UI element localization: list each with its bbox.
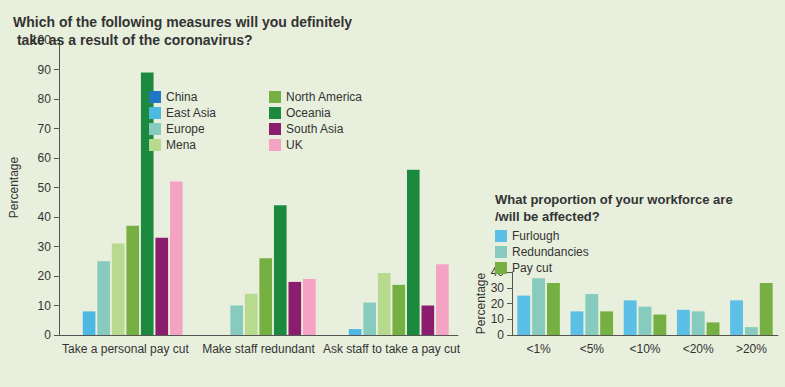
svg-text:China: China bbox=[166, 90, 198, 104]
svg-text:<1%: <1% bbox=[526, 342, 551, 356]
svg-text:South Asia: South Asia bbox=[286, 122, 344, 136]
svg-text:East Asia: East Asia bbox=[166, 106, 216, 120]
svg-text:Furlough: Furlough bbox=[512, 229, 559, 243]
svg-text:20: 20 bbox=[38, 269, 52, 283]
svg-text:<10%: <10% bbox=[629, 342, 660, 356]
svg-text:take as a result of the corona: take as a result of the coronavirus? bbox=[13, 32, 253, 48]
svg-text:20: 20 bbox=[491, 297, 505, 311]
svg-text:10: 10 bbox=[38, 299, 52, 313]
svg-text:30: 30 bbox=[38, 240, 52, 254]
svg-text:Percentage: Percentage bbox=[474, 272, 488, 334]
svg-text:UK: UK bbox=[286, 138, 303, 152]
svg-text:>20%: >20% bbox=[736, 342, 767, 356]
svg-text:Ask staff to take a pay cut: Ask staff to take a pay cut bbox=[323, 342, 461, 356]
svg-text:/will be affected?: /will be affected? bbox=[495, 209, 600, 224]
svg-text:What proportion of your workfo: What proportion of your workforce are bbox=[495, 192, 733, 207]
svg-text:Pay cut: Pay cut bbox=[512, 261, 553, 275]
svg-text:Take a personal pay cut: Take a personal pay cut bbox=[62, 342, 189, 356]
svg-text:<20%: <20% bbox=[683, 342, 714, 356]
svg-text:10: 10 bbox=[491, 312, 505, 326]
svg-text:70: 70 bbox=[38, 122, 52, 136]
svg-text:Mena: Mena bbox=[166, 138, 196, 152]
svg-text:Which of the following measure: Which of the following measures will you… bbox=[13, 14, 352, 30]
svg-text:Redundancies: Redundancies bbox=[512, 245, 589, 259]
svg-text:0: 0 bbox=[497, 328, 504, 342]
svg-text:50: 50 bbox=[38, 181, 52, 195]
svg-text:Europe: Europe bbox=[166, 122, 205, 136]
svg-text:30: 30 bbox=[491, 281, 505, 295]
svg-text:40: 40 bbox=[38, 210, 52, 224]
svg-text:80: 80 bbox=[38, 92, 52, 106]
svg-text:0: 0 bbox=[44, 328, 51, 342]
svg-text:Percentage: Percentage bbox=[7, 156, 21, 218]
svg-text:Make staff redundant: Make staff redundant bbox=[202, 342, 315, 356]
svg-text:<5%: <5% bbox=[580, 342, 605, 356]
svg-text:Oceania: Oceania bbox=[286, 106, 331, 120]
svg-text:60: 60 bbox=[38, 151, 52, 165]
svg-text:90: 90 bbox=[38, 63, 52, 77]
svg-text:North America: North America bbox=[286, 90, 362, 104]
